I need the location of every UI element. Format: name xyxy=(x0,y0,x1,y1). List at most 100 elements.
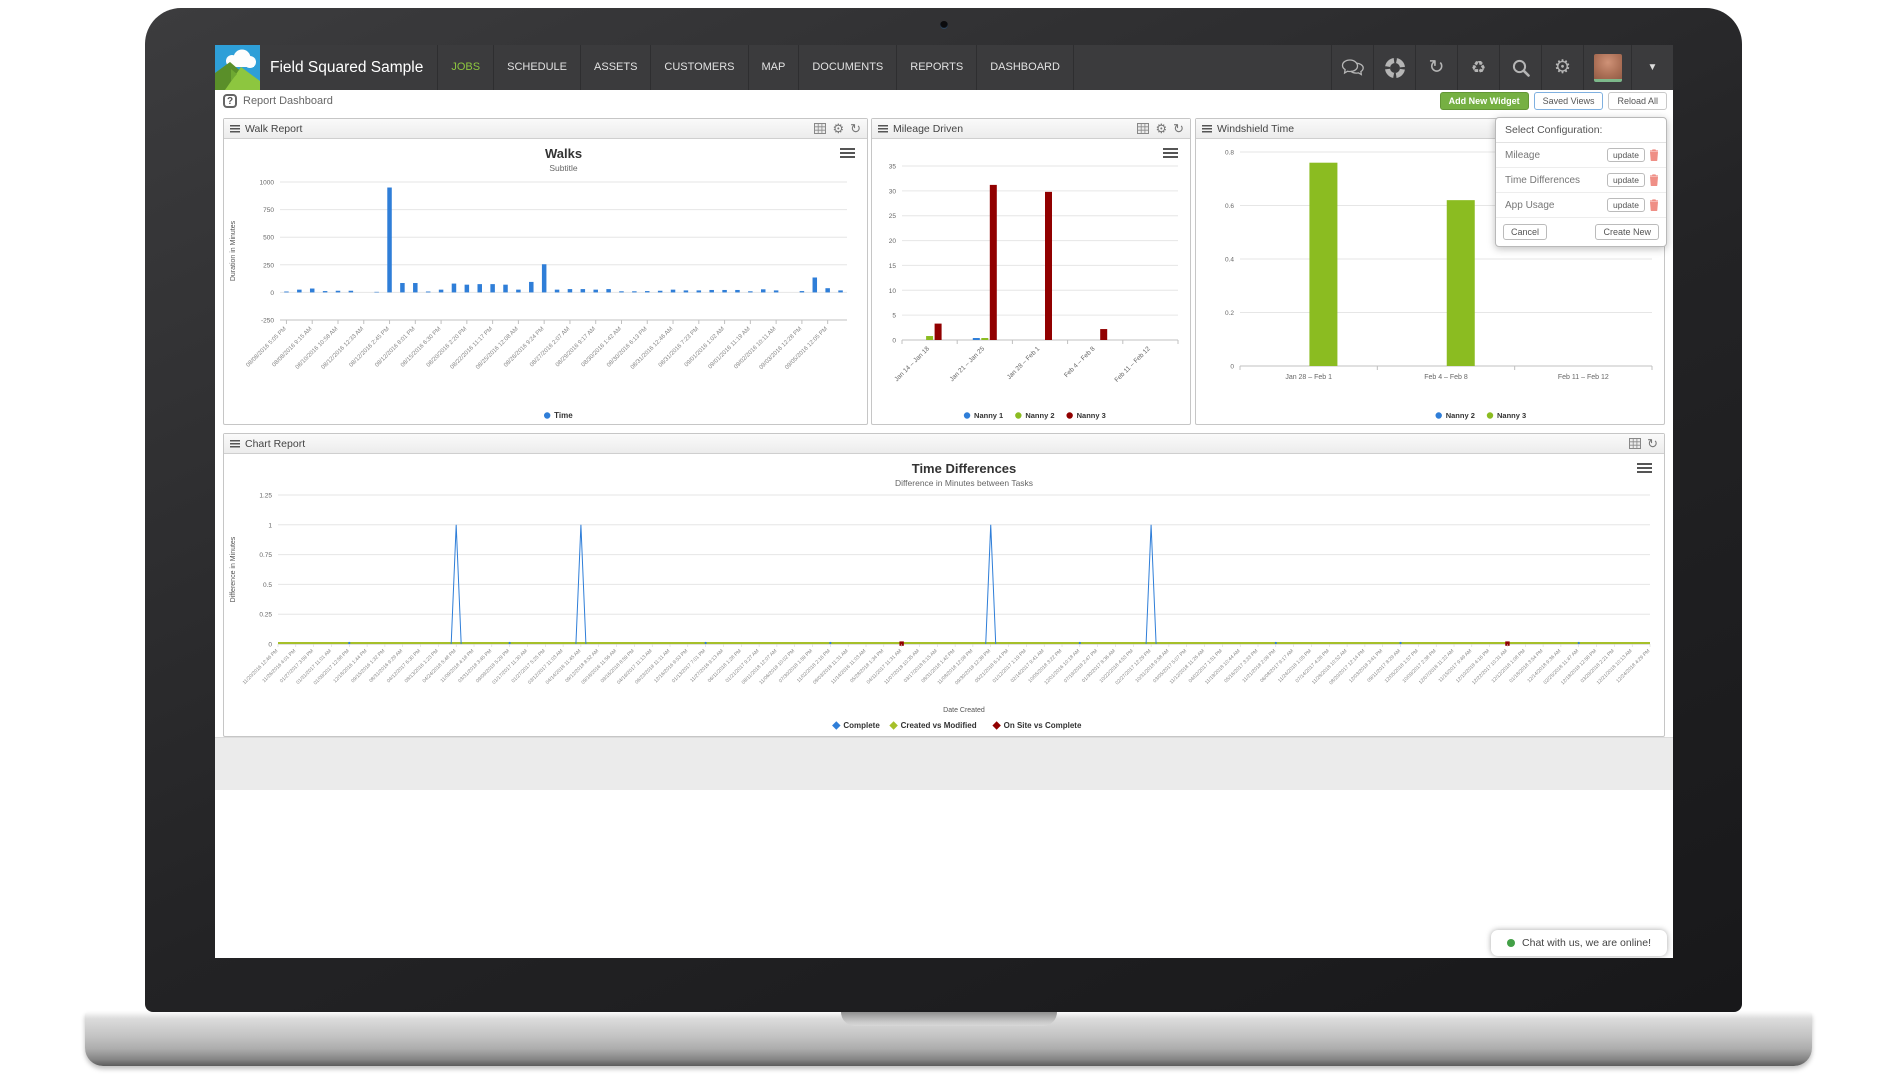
svg-text:Date Created: Date Created xyxy=(943,707,985,714)
comments-icon[interactable] xyxy=(1331,45,1373,90)
svg-text:0: 0 xyxy=(1230,364,1234,371)
svg-text:Created vs Modified: Created vs Modified xyxy=(901,721,977,730)
drag-handle-icon[interactable] xyxy=(230,439,240,448)
panel-title: Walk Report xyxy=(245,122,303,135)
svg-text:Jan 21 – Jan 25: Jan 21 – Jan 25 xyxy=(949,345,987,383)
panel-header[interactable]: Mileage Driven ⚙ ↻ xyxy=(872,119,1190,139)
delete-icon[interactable] xyxy=(1649,149,1659,161)
chat-widget[interactable]: Chat with us, we are online! xyxy=(1491,930,1667,956)
panel-title: Windshield Time xyxy=(1217,122,1295,135)
online-status-icon xyxy=(1507,939,1516,947)
svg-text:On Site vs Complete: On Site vs Complete xyxy=(1004,721,1082,730)
nav-item-jobs[interactable]: JOBS xyxy=(437,45,493,90)
table-icon[interactable] xyxy=(814,123,827,134)
svg-text:Nanny 3: Nanny 3 xyxy=(1077,411,1106,420)
svg-text:Time Differences: Time Differences xyxy=(912,461,1017,476)
svg-text:Nanny 3: Nanny 3 xyxy=(1497,411,1526,420)
nav-item-assets[interactable]: ASSETS xyxy=(580,45,650,90)
chart-context-menu-icon[interactable] xyxy=(1637,463,1652,473)
saved-views-button[interactable]: Saved Views xyxy=(1533,92,1604,110)
chart-context-menu-icon[interactable] xyxy=(840,148,855,158)
main-menu: JOBS SCHEDULE ASSETS CUSTOMERS MAP DOCUM… xyxy=(437,45,1074,90)
nav-item-customers[interactable]: CUSTOMERS xyxy=(650,45,747,90)
refresh-icon[interactable]: ↻ xyxy=(1415,45,1457,90)
update-button[interactable]: update xyxy=(1607,148,1645,162)
update-button[interactable]: update xyxy=(1607,198,1645,212)
delete-icon[interactable] xyxy=(1649,199,1659,211)
drag-handle-icon[interactable] xyxy=(1202,124,1212,133)
mileage-driven-chart: 0 5 10 15 20 25 30 35 Jan 14 – Jan 18 Jan 21 – Ja… xyxy=(872,140,1190,424)
walk-report-panel: Walk Report ⚙ ↻ -250 0 250 500 750 1000 Walks S… xyxy=(223,118,868,425)
cancel-button[interactable]: Cancel xyxy=(1503,224,1548,240)
screen: Field Squared Sample JOBS SCHEDULE ASSET… xyxy=(215,45,1673,958)
select-configuration-popup: Select Configuration: Mileage update Tim… xyxy=(1495,117,1667,247)
dashboard-toolbar: Add New Widget Saved Views Reload All xyxy=(1439,92,1667,110)
user-menu-caret[interactable]: ▼ xyxy=(1631,45,1673,90)
gear-icon[interactable]: ⚙ xyxy=(832,121,845,136)
create-new-button[interactable]: Create New xyxy=(1595,224,1659,240)
laptop-notch xyxy=(840,1012,1057,1026)
svg-text:Duration in Minutes: Duration in Minutes xyxy=(230,220,237,281)
config-row-time-differences[interactable]: Time Differences update xyxy=(1496,168,1666,193)
chat-status-label: Chat with us, we are online! xyxy=(1522,937,1651,949)
gear-icon[interactable]: ⚙ xyxy=(1541,45,1583,90)
update-button[interactable]: update xyxy=(1607,173,1645,187)
reload-all-button[interactable]: Reload All xyxy=(1608,92,1667,110)
config-row-app-usage[interactable]: App Usage update xyxy=(1496,193,1666,218)
page-title: Report Dashboard xyxy=(243,95,333,107)
gear-icon[interactable]: ⚙ xyxy=(1155,121,1168,136)
nav-icon-group: ↻ ♻ ⚙ ▼ xyxy=(1331,45,1673,90)
delete-icon[interactable] xyxy=(1649,174,1659,186)
svg-text:1.25: 1.25 xyxy=(259,493,272,500)
svg-text:0: 0 xyxy=(270,290,274,297)
panel-header[interactable]: Walk Report ⚙ ↻ xyxy=(224,119,867,139)
svg-text:Nanny 2: Nanny 2 xyxy=(1025,411,1054,420)
nav-item-reports[interactable]: REPORTS xyxy=(896,45,976,90)
page-footer-strip xyxy=(215,737,1673,790)
svg-text:0: 0 xyxy=(268,642,272,649)
chevron-down-icon: ▼ xyxy=(1647,62,1658,73)
svg-text:Difference in Minutes: Difference in Minutes xyxy=(230,536,237,602)
svg-text:750: 750 xyxy=(263,207,274,214)
svg-text:0.4: 0.4 xyxy=(1225,257,1234,264)
chart-context-menu-icon[interactable] xyxy=(1163,148,1178,158)
brand-title: Field Squared Sample xyxy=(270,59,424,76)
svg-text:Difference in Minutes between: Difference in Minutes between Tasks xyxy=(895,478,1033,488)
nav-item-schedule[interactable]: SCHEDULE xyxy=(493,45,580,90)
recycle-icon[interactable]: ♻ xyxy=(1457,45,1499,90)
drag-handle-icon[interactable] xyxy=(230,124,240,133)
svg-text:35: 35 xyxy=(889,164,897,171)
help-icon[interactable]: ? xyxy=(223,94,237,108)
svg-text:-250: -250 xyxy=(261,318,274,325)
svg-text:0: 0 xyxy=(892,338,896,345)
search-icon[interactable] xyxy=(1499,45,1541,90)
table-icon[interactable] xyxy=(1629,438,1642,449)
refresh-icon[interactable]: ↻ xyxy=(1173,121,1184,136)
svg-text:0.6: 0.6 xyxy=(1225,203,1234,210)
laptop-base xyxy=(85,1012,1812,1066)
svg-text:Jan 14 – Jan 18: Jan 14 – Jan 18 xyxy=(893,345,931,383)
svg-text:Complete: Complete xyxy=(843,721,880,730)
help-ring-icon[interactable] xyxy=(1373,45,1415,90)
laptop-frame: Field Squared Sample JOBS SCHEDULE ASSET… xyxy=(145,8,1742,1012)
nav-item-documents[interactable]: DOCUMENTS xyxy=(798,45,896,90)
svg-text:Feb 4 – Feb 8: Feb 4 – Feb 8 xyxy=(1063,345,1097,379)
svg-text:Feb 11 – Feb 12: Feb 11 – Feb 12 xyxy=(1113,345,1152,384)
refresh-icon[interactable]: ↻ xyxy=(850,121,861,136)
svg-text:500: 500 xyxy=(263,235,274,242)
svg-text:Walks: Walks xyxy=(545,146,582,161)
svg-text:15: 15 xyxy=(889,263,897,270)
refresh-icon[interactable]: ↻ xyxy=(1647,436,1658,451)
panel-header[interactable]: Chart Report ↻ xyxy=(224,434,1664,454)
table-icon[interactable] xyxy=(1137,123,1150,134)
drag-handle-icon[interactable] xyxy=(878,124,888,133)
app-logo xyxy=(215,45,260,90)
chart-report-panel: Chart Report ↻ 0 0.25 0.5 0.75 1 1.25 Time Dif… xyxy=(223,433,1665,737)
svg-text:Subtitle: Subtitle xyxy=(549,163,578,173)
nav-item-dashboard[interactable]: DASHBOARD xyxy=(976,45,1074,90)
config-row-mileage[interactable]: Mileage update xyxy=(1496,143,1666,168)
nav-item-map[interactable]: MAP xyxy=(747,45,799,90)
user-avatar[interactable] xyxy=(1583,45,1631,90)
add-new-widget-button[interactable]: Add New Widget xyxy=(1439,92,1529,110)
svg-text:0.2: 0.2 xyxy=(1225,310,1234,317)
